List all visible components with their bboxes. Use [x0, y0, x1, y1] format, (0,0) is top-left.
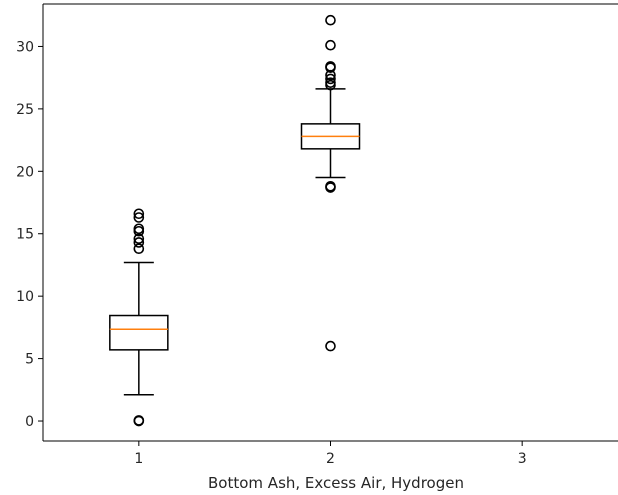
- y-tick-label: 15: [16, 227, 34, 243]
- outlier-point: [325, 39, 336, 51]
- box-1: [109, 208, 169, 427]
- y-tick-label: 10: [16, 289, 34, 305]
- outlier-point: [133, 237, 145, 248]
- outlier-point: [325, 61, 336, 72]
- outlier-point: [133, 208, 145, 220]
- y-tick-label: 0: [25, 414, 34, 430]
- outlier-point: [133, 243, 145, 255]
- outlier-point: [133, 212, 145, 223]
- x-axis-label: Bottom Ash, Excess Air, Hydrogen: [208, 474, 464, 492]
- box-2: [300, 14, 361, 352]
- x-tick-label: 1: [134, 451, 143, 467]
- outlier-point: [325, 14, 336, 26]
- axes: [42, 3, 618, 442]
- ticks: 0 5 10 15 20 25 30 1 2 3: [16, 39, 526, 467]
- x-tick-label: 3: [518, 451, 527, 467]
- y-tick-label: 5: [25, 352, 34, 368]
- outlier-point: [325, 340, 336, 352]
- outlier-point: [325, 73, 336, 85]
- x-tick-label: 2: [326, 451, 335, 467]
- y-tick-label: 25: [16, 102, 34, 118]
- y-tick-label: 30: [16, 39, 34, 55]
- outlier-point: [133, 223, 145, 235]
- outlier-point: [133, 415, 145, 426]
- plot-area: [109, 14, 361, 427]
- outlier-point: [133, 233, 145, 245]
- box-iqr: [109, 314, 169, 351]
- y-tick-label: 20: [16, 164, 34, 180]
- outlier-point: [325, 180, 336, 192]
- outlier-point: [325, 77, 336, 88]
